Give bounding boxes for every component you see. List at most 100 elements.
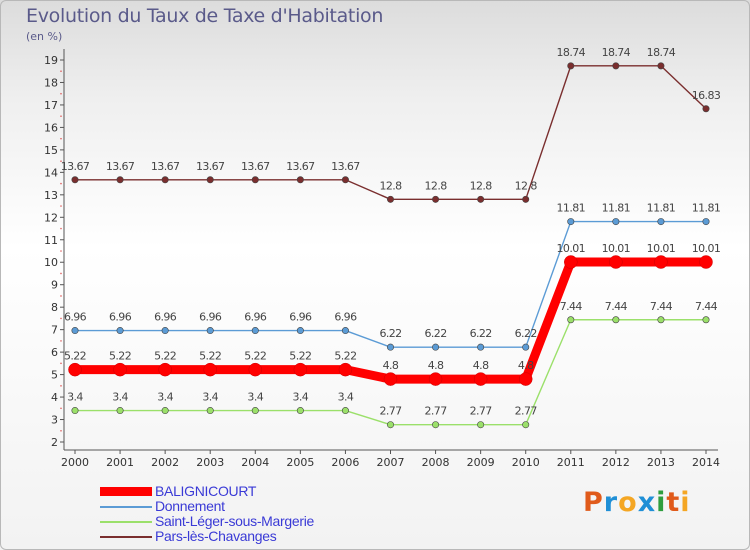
data-point-2 [206,407,214,415]
y-tick-label: 5 [51,369,58,382]
data-point-2 [612,316,620,324]
data-point-0 [248,362,263,377]
data-label-2: 7.44 [695,300,718,313]
data-point-3 [702,105,710,113]
data-point-1 [657,218,665,226]
data-label-1: 11.81 [602,202,631,215]
data-point-1 [206,327,214,335]
y-minor-tick [60,92,62,95]
data-label-0: 10.01 [557,242,586,255]
data-label-0: 4.8 [428,359,444,372]
data-label-1: 11.81 [647,202,676,215]
data-point-3 [612,62,620,70]
unit-label: (en %) [26,30,63,43]
data-point-1 [432,343,440,351]
y-minor-tick [60,429,62,432]
data-point-2 [432,421,440,429]
data-label-3: 13.67 [241,160,270,173]
data-label-0: 5.22 [154,350,176,363]
logo-letter: r [603,487,619,518]
data-point-0 [338,362,353,377]
logo-letter: o [618,487,638,518]
legend-label: Saint-Léger-sous-Margerie [155,513,315,529]
y-minor-tick [60,295,62,297]
y-minor-tick [60,227,62,230]
logo-letter: i [680,487,691,518]
y-tick-label: 10 [44,256,58,269]
data-point-0 [158,362,172,377]
data-label-1: 6.22 [515,327,537,340]
y-tick-label: 17 [44,99,58,112]
data-label-2: 7.44 [605,300,628,313]
data-point-0 [293,362,308,377]
data-point-1 [71,327,79,335]
data-label-2: 2.77 [515,405,538,418]
legend-label: Pars-lès-Chavanges [155,528,277,544]
y-tick-label: 8 [51,301,58,314]
y-minor-tick [60,115,62,117]
logo-letter: P [583,487,604,518]
data-label-0: 10.01 [692,242,721,255]
data-label-3: 12.8 [425,179,448,192]
data-point-3 [116,176,124,184]
data-label-2: 2.77 [379,405,402,418]
y-tick-label: 7 [51,324,58,337]
x-tick-label: 2002 [151,456,179,469]
legend-item: Donnement [100,499,314,514]
legend-swatch [100,535,152,538]
y-tick-label: 19 [44,54,58,67]
data-point-3 [522,195,530,203]
data-label-0: 10.01 [647,242,676,255]
data-point-2 [341,407,349,415]
data-point-2 [477,421,485,429]
data-label-3: 16.83 [692,89,721,102]
y-tick-label: 14 [44,166,58,179]
data-label-2: 3.4 [67,391,83,404]
data-point-3 [206,176,214,184]
x-tick-label: 2005 [286,456,314,469]
data-label-0: 5.22 [199,350,221,363]
data-label-2: 7.44 [560,300,583,313]
data-point-2 [657,316,665,324]
data-point-2 [116,407,124,415]
data-point-1 [341,327,349,335]
data-label-3: 18.74 [647,46,676,59]
data-point-3 [386,195,394,203]
data-label-1: 6.22 [470,327,492,340]
data-label-2: 2.77 [425,405,448,418]
y-minor-tick [60,340,62,342]
data-point-0 [654,255,668,269]
data-label-0: 5.22 [334,350,356,363]
data-label-3: 13.67 [196,160,225,173]
data-point-2 [567,316,575,324]
data-point-3 [432,195,440,203]
x-tick-label: 2001 [106,456,134,469]
data-label-2: 2.77 [470,405,493,418]
data-label-2: 3.4 [247,391,263,404]
data-point-1 [161,327,169,335]
x-tick-label: 2013 [647,456,675,469]
y-tick-label: 16 [44,121,58,134]
x-tick-label: 2010 [512,456,540,469]
data-point-0 [564,255,578,269]
data-label-1: 6.96 [154,311,177,324]
legend-swatch [100,505,152,508]
data-point-0 [699,255,713,269]
x-tick-label: 2007 [377,456,405,469]
legend: BALIGNICOURT Donnement Saint-Léger-sous-Ma… [100,484,314,544]
data-label-0: 5.22 [289,350,311,363]
data-label-2: 3.4 [293,391,309,404]
y-tick-label: 15 [44,144,58,157]
y-minor-tick [60,182,62,185]
data-label-1: 6.96 [109,311,132,324]
data-label-2: 3.4 [338,391,354,404]
y-minor-tick [60,362,62,365]
data-label-1: 6.96 [64,311,87,324]
data-point-3 [296,176,304,184]
x-tick-label: 2008 [422,456,450,469]
data-label-3: 18.74 [602,46,631,59]
y-minor-tick [60,272,62,275]
data-label-1: 11.81 [692,202,721,215]
y-tick-label: 11 [44,234,58,247]
data-point-1 [612,218,620,226]
